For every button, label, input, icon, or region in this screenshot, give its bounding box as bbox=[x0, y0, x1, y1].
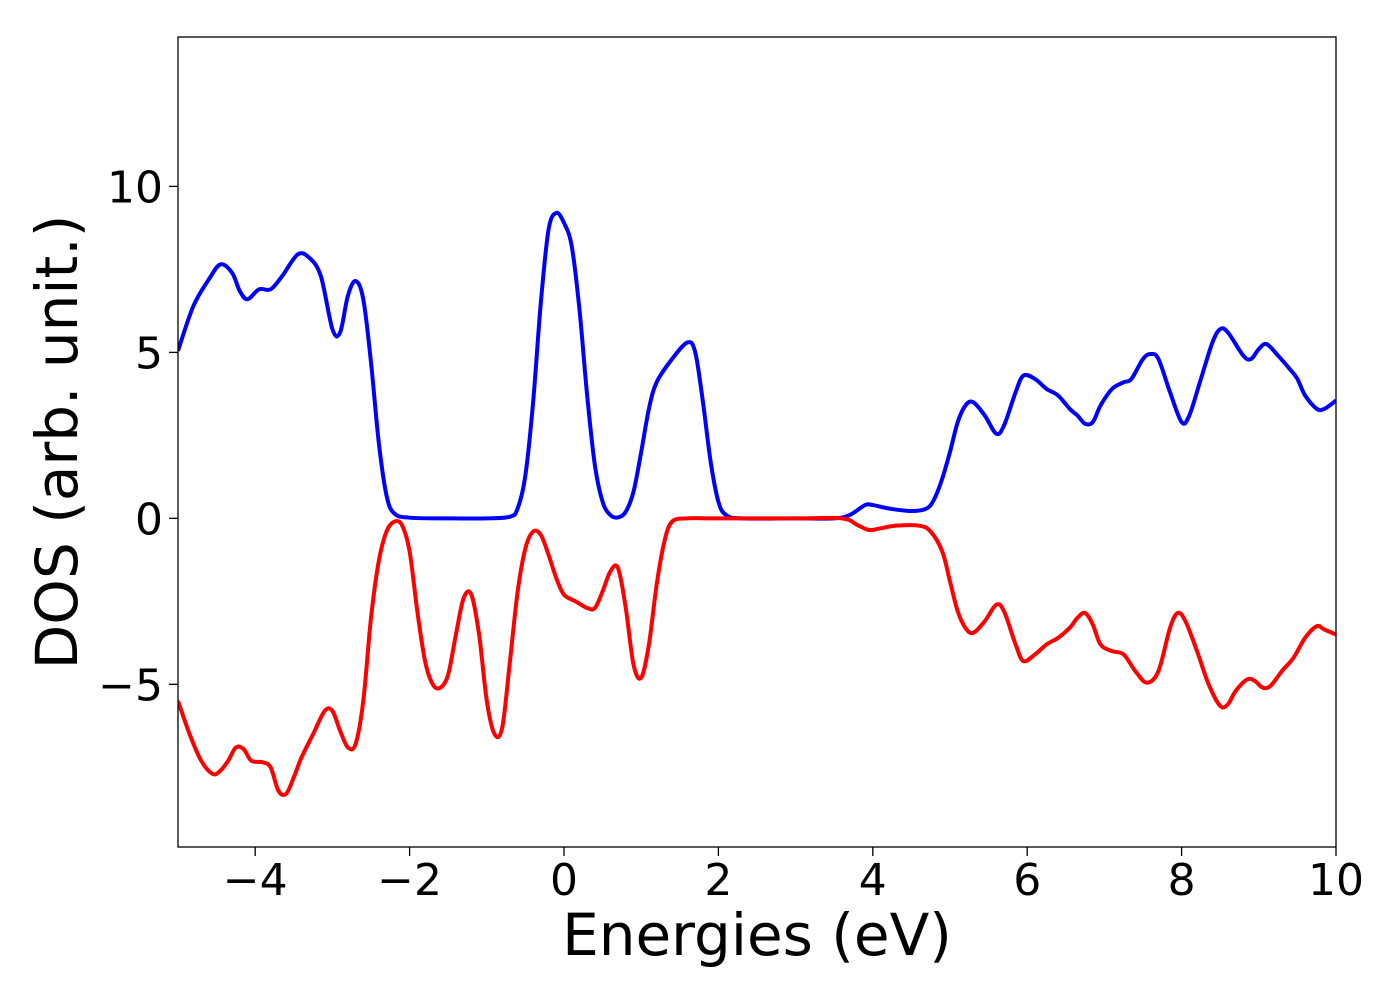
x-tick-label: 8 bbox=[1168, 855, 1196, 906]
x-tick-label: 4 bbox=[859, 855, 887, 906]
x-axis-title: Energies (eV) bbox=[562, 901, 952, 969]
y-axis: −5 0 5 10 bbox=[98, 162, 178, 711]
y-tick-label: 0 bbox=[135, 494, 163, 545]
series-line-2 bbox=[178, 515, 1336, 797]
x-tick-label: −2 bbox=[377, 855, 442, 906]
x-tick-label: −4 bbox=[223, 855, 288, 906]
y-tick-label: 10 bbox=[107, 162, 163, 213]
series-line-1 bbox=[178, 210, 1336, 521]
y-axis-title: DOS (arb. unit.) bbox=[23, 215, 91, 670]
y-tick-label: −5 bbox=[98, 660, 163, 711]
plot-frame bbox=[177, 36, 1337, 848]
x-tick-label: 0 bbox=[550, 855, 578, 906]
x-tick-label: 2 bbox=[704, 855, 732, 906]
x-tick-label: 6 bbox=[1013, 855, 1041, 906]
x-tick-label: 10 bbox=[1308, 855, 1364, 906]
y-tick-label: 5 bbox=[135, 328, 163, 379]
series-layer bbox=[178, 210, 1336, 797]
x-axis: −4 −2 0 2 4 6 8 10 bbox=[223, 847, 1364, 906]
